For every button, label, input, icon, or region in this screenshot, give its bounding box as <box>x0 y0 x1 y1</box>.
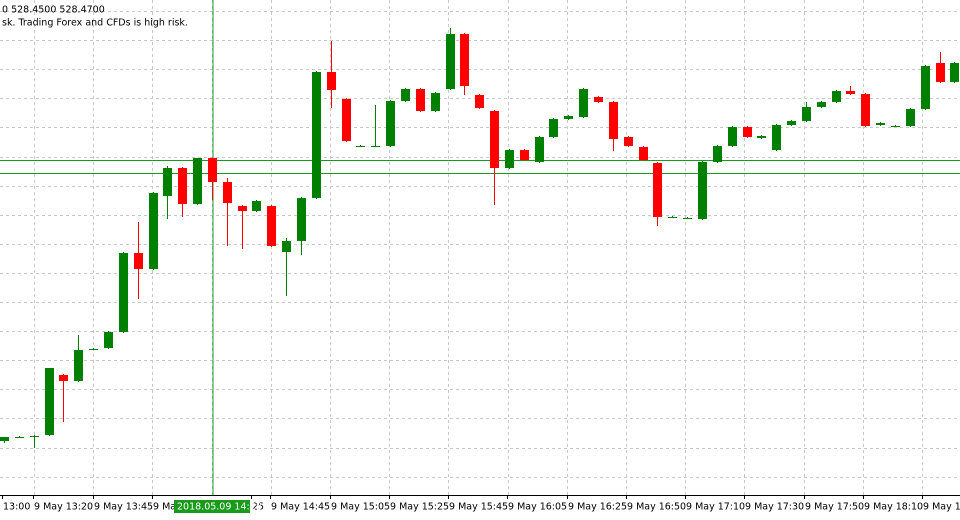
grid <box>0 0 960 495</box>
x-tick-label: 9 Ma <box>153 502 176 513</box>
candle-body <box>579 89 588 117</box>
candle-body <box>30 436 39 437</box>
candle-body <box>327 72 336 90</box>
candle-body <box>297 198 306 241</box>
candle-body <box>238 206 247 211</box>
crosshair-label-bg <box>174 500 250 513</box>
x-tick-label: 9 May 16:25 <box>568 502 627 513</box>
candle-body <box>371 146 380 147</box>
candle-body <box>787 121 796 125</box>
candle-body <box>683 218 692 219</box>
candle-body <box>104 332 113 348</box>
candle-body <box>609 102 618 139</box>
candle-body <box>564 116 573 119</box>
candle-body <box>59 375 68 381</box>
candle-body <box>861 94 870 126</box>
candle-body <box>178 168 187 204</box>
candle-body <box>134 253 143 269</box>
header-warning: sk. Trading Forex and CFDs is high risk. <box>2 18 188 29</box>
candle-body <box>921 66 930 109</box>
candle-body <box>149 193 158 269</box>
candle-body <box>89 349 98 350</box>
candle-body <box>119 253 128 332</box>
x-tick-label: 9 May 18 <box>923 502 960 513</box>
candle-body <box>594 97 603 102</box>
candle-body <box>505 150 514 168</box>
x-tick-label: 9 May 17:10 <box>686 502 745 513</box>
x-tick-label: 9 May 15:25 <box>390 502 449 513</box>
candle-body <box>490 111 499 168</box>
candle-body <box>386 101 395 146</box>
x-tick-label: 9 May 16:50 <box>627 502 686 513</box>
crosshair-label: 2018.05.09 14:28 <box>177 502 262 513</box>
candle-body <box>698 162 707 219</box>
candle-body <box>668 217 677 218</box>
candle-body <box>817 102 826 107</box>
x-tick-label: 9 May 15:45 <box>449 502 508 513</box>
candle-body <box>520 150 529 160</box>
candle-body <box>639 147 648 160</box>
x-tick-label: 9 May 13:45 <box>94 502 153 513</box>
candle-body <box>772 125 781 150</box>
candle-body <box>208 158 217 182</box>
candle-body <box>312 72 321 198</box>
candle-body <box>282 241 291 252</box>
candle-body <box>757 136 766 138</box>
x-tick-label: 9 May 18:10 <box>864 502 923 513</box>
candle-body <box>252 201 261 211</box>
candle-body <box>653 163 662 217</box>
candle-body <box>936 63 945 82</box>
x-tick-label: 9 May 17:50 <box>805 502 864 513</box>
candle-body <box>267 206 276 246</box>
candle-body <box>876 123 885 125</box>
candle-body <box>475 95 484 108</box>
candle-body <box>802 107 811 121</box>
candle-body <box>0 437 9 441</box>
x-tick-label: 9 May 15:05 <box>331 502 390 513</box>
candle-body <box>342 99 351 141</box>
x-tick-label: 13:00 <box>3 502 30 513</box>
candle-body <box>891 126 900 127</box>
candle-body <box>460 34 469 86</box>
candle-body <box>446 34 455 89</box>
candle-body <box>223 182 232 203</box>
candle-body <box>74 350 83 381</box>
candle-body <box>906 109 915 126</box>
header-price: 0 528.4500 528.4700 <box>2 5 105 16</box>
candle-body <box>356 146 365 147</box>
candle-body <box>728 127 737 146</box>
candle-body <box>45 368 54 435</box>
candle-body <box>15 437 24 438</box>
candle-body <box>431 93 440 111</box>
candle-body <box>832 91 841 102</box>
candle-body <box>624 137 633 146</box>
candle-body <box>535 137 544 162</box>
candle-body <box>713 146 722 162</box>
candle-body <box>193 158 202 204</box>
candle-body <box>549 119 558 137</box>
x-tick-label: 9 May 16:05 <box>508 502 567 513</box>
x-tick-label: 9 May 14:45 <box>271 502 330 513</box>
candle-body <box>846 91 855 94</box>
candle-body <box>163 168 172 196</box>
x-tick-label: 9 May 17:30 <box>745 502 804 513</box>
candle-body <box>416 89 425 111</box>
x-tick-label: 25 <box>252 502 264 513</box>
candle-body <box>743 127 752 137</box>
x-tick-label: 9 May 13:20 <box>34 502 93 513</box>
candle-body <box>401 89 410 101</box>
candle-body <box>950 63 959 82</box>
